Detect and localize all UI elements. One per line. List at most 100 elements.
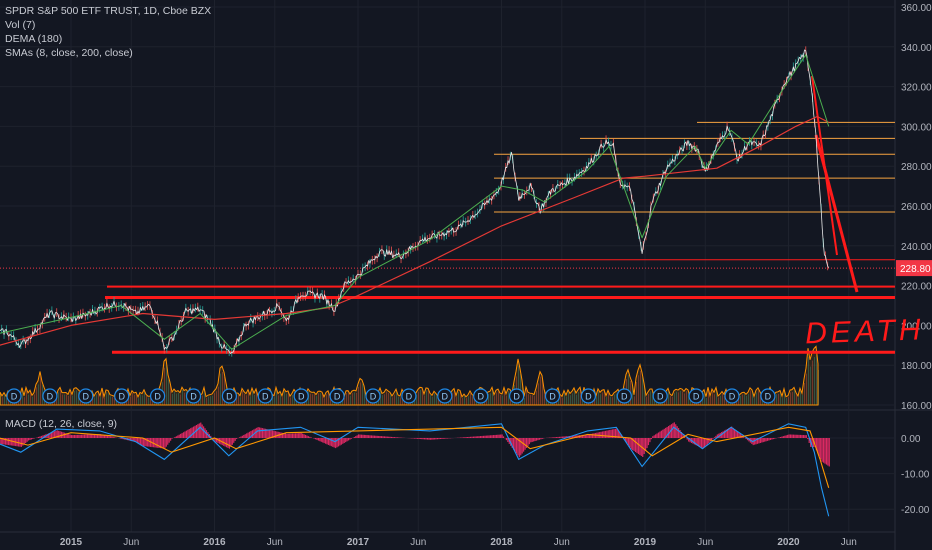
macd-histogram-bar (497, 434, 499, 438)
macd-histogram-bar (112, 436, 114, 438)
volume-bar (108, 392, 109, 405)
macd-histogram-bar (396, 437, 398, 438)
macd-histogram-bar (78, 434, 80, 438)
volume-bar (102, 390, 103, 405)
volume-bar (362, 383, 363, 405)
macd-histogram-bar (560, 436, 562, 438)
volume-bar (430, 394, 431, 405)
macd-histogram-bar (385, 436, 387, 438)
volume-bar (40, 376, 41, 405)
price-axis[interactable]: 360.00 340.00 320.00 300.00 280.00 260.00 240.… (896, 3, 932, 516)
macd-histogram-bar (703, 438, 706, 448)
macd-histogram-bar (108, 436, 110, 438)
volume-bar (686, 391, 687, 405)
macd-histogram-bar (725, 429, 727, 438)
macd-histogram-bar (105, 435, 107, 438)
dividend-d-circle-icon (437, 388, 453, 404)
macd-histogram-bar (415, 438, 417, 439)
volume-bar (222, 371, 223, 405)
macd-histogram-bar (500, 434, 502, 438)
macd-histogram-bar (462, 437, 464, 438)
macd-histogram-bar (66, 433, 68, 438)
macd-histogram-bar (663, 428, 665, 438)
macd-histogram-bar (679, 430, 681, 438)
macd-histogram-bar (370, 435, 373, 438)
macd-histogram-bar (474, 436, 476, 438)
macd-histogram-bar (287, 433, 289, 438)
macd-histogram-bar (507, 438, 509, 443)
macd-histogram-bar (347, 438, 350, 441)
dema-indicator-label[interactable]: DEMA (180) (5, 33, 63, 45)
volume-bar (400, 397, 401, 405)
macd-histogram-bar (712, 438, 714, 439)
volume-bar (570, 395, 571, 405)
volume-bar (180, 394, 181, 405)
macd-histogram-bar (733, 429, 736, 438)
macd-histogram-bar (182, 432, 185, 438)
macd-histogram-bar (716, 434, 718, 438)
macd-histogram-bar (365, 434, 367, 438)
price-tick-label: 260.00 (901, 202, 932, 213)
macd-histogram-bar (168, 438, 170, 443)
macd-histogram-bar (551, 437, 553, 438)
volume-bar (144, 392, 145, 405)
volume-bar (640, 370, 641, 405)
macd-histogram-bar (624, 438, 627, 441)
macd-histogram-bar (656, 433, 658, 438)
symbol-title[interactable]: SPDR S&P 500 ETF TRUST, 1D, Cboe BZX (5, 5, 212, 17)
volume-bar (308, 391, 309, 405)
volume-bar (668, 390, 669, 405)
macd-histogram-bar (131, 438, 133, 442)
dividend-d-circle-icon (724, 388, 740, 404)
volume-bar (274, 397, 275, 405)
macd-histogram-bar (759, 438, 761, 443)
macd-histogram-bar (445, 438, 447, 439)
macd-histogram-bar (322, 438, 324, 443)
macd-histogram-bar (461, 437, 463, 438)
macd-histogram-bar (745, 438, 747, 439)
macd-histogram-bar (345, 438, 347, 443)
volume-bar (236, 394, 237, 405)
volume-bar (324, 398, 325, 405)
macd-histogram-bar (393, 437, 396, 438)
macd-histogram-bar (609, 429, 611, 438)
time-tick-label: Jun (267, 537, 283, 548)
macd-histogram-bar (358, 434, 360, 438)
macd-indicator-label[interactable]: MACD (12, 26, close, 9) (5, 418, 118, 430)
volume-bar (756, 392, 757, 405)
time-tick-label: Jun (554, 537, 570, 548)
macd-histogram-bar (178, 434, 180, 438)
price-series (0, 46, 830, 357)
macd-histogram-bar (368, 435, 370, 438)
volume-bar (164, 367, 165, 405)
macd-histogram-bar (200, 422, 202, 438)
volume-bar (636, 382, 637, 405)
volume-bar (780, 392, 781, 405)
macd-histogram-bar (86, 434, 88, 438)
macd-histogram-bar (98, 434, 100, 438)
macd-histogram-bar (515, 438, 518, 454)
volume-bar (654, 397, 655, 405)
volume-bar (688, 392, 689, 405)
macd-histogram-bar (537, 438, 539, 441)
macd-histogram-bar (314, 438, 317, 440)
volume-bar (748, 394, 749, 405)
sma-indicator-label[interactable]: SMAs (8, close, 200, close) (5, 47, 133, 59)
volume-bar (492, 389, 493, 405)
time-tick-label: Jun (410, 537, 426, 548)
volume-bar (528, 394, 529, 405)
time-axis[interactable]: 2015 Jun 2016 Jun 2017 Jun 2018 Jun 2019 Jun 2020 J… (0, 531, 895, 548)
volume-bar (322, 394, 323, 405)
macd-histogram-bar (37, 436, 40, 438)
macd-histogram-bar (584, 434, 586, 438)
macd-histogram-bar (755, 438, 757, 445)
volume-indicator-label[interactable]: Vol (7) (5, 19, 36, 31)
volume-bar (506, 395, 507, 405)
macd-line (0, 423, 830, 517)
volume-bar (386, 391, 387, 405)
macd-histogram-bar (591, 433, 594, 438)
volume-bar (614, 394, 615, 405)
volume-bar (2, 397, 3, 405)
